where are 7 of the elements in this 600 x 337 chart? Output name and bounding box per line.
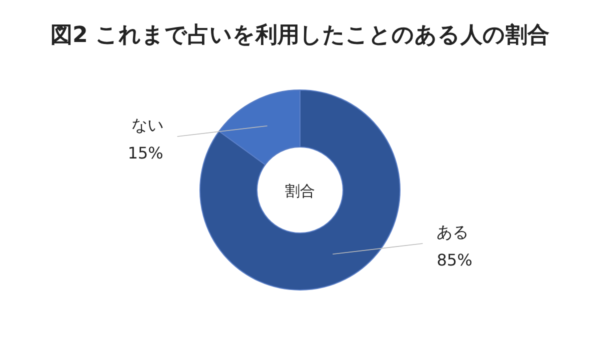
chart-title: 図2 これまで占いを利用したことのある人の割合 (50, 23, 550, 48)
slice-label: ある (436, 222, 469, 242)
data-label: 15% (128, 144, 164, 163)
data-label: 85% (436, 250, 472, 270)
slice-label: ない (131, 116, 164, 135)
text: 割合 (285, 182, 315, 200)
donut-slice (200, 90, 400, 290)
